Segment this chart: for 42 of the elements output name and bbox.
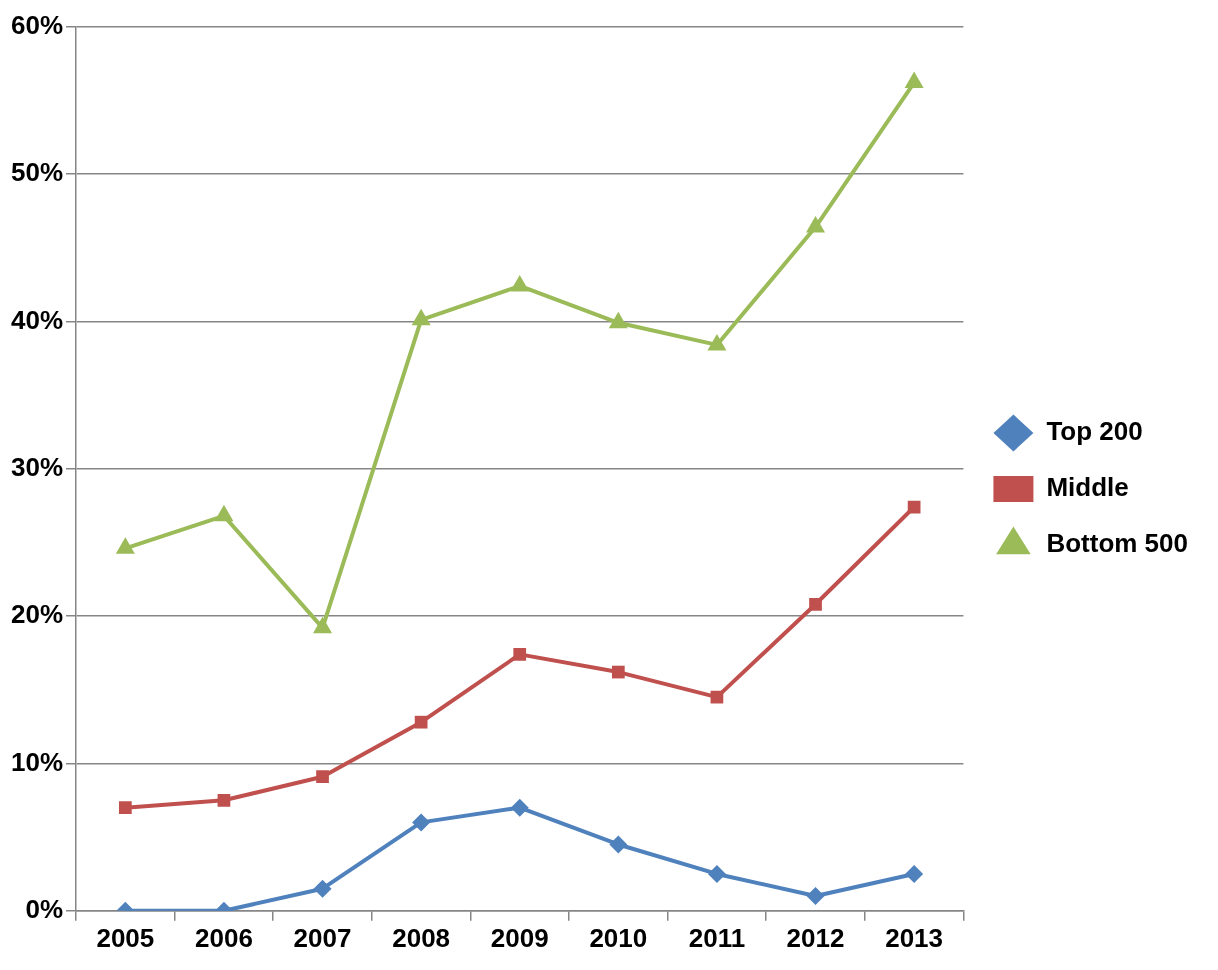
x-tick-label: 2008 — [392, 922, 451, 953]
point — [118, 801, 132, 815]
x-tick-label: 2007 — [293, 922, 352, 953]
point — [609, 835, 628, 854]
point — [313, 879, 332, 898]
point — [214, 504, 234, 522]
y-tick-label: 30% — [10, 451, 64, 482]
legend-label: Top 200 — [1046, 416, 1143, 447]
x-tick-label: 2012 — [786, 922, 845, 953]
x-tick-label: 2010 — [589, 922, 648, 953]
point — [806, 887, 825, 906]
x-tick-label: 2011 — [688, 922, 746, 953]
y-tick-label: 50% — [10, 157, 64, 188]
point — [316, 770, 329, 784]
point — [115, 537, 135, 554]
point — [707, 333, 727, 351]
y-tick-label: 40% — [10, 304, 64, 335]
point — [809, 597, 822, 611]
y-tick-label: 10% — [10, 746, 64, 777]
y-tick-label: 20% — [10, 599, 64, 630]
point — [217, 793, 231, 807]
legend-label: Middle — [1046, 472, 1129, 503]
point — [611, 665, 625, 679]
y-tick-label: 0% — [25, 893, 64, 924]
x-tick-label: 2005 — [96, 922, 155, 953]
point — [510, 274, 530, 292]
point — [412, 813, 431, 832]
x-tick-label: 2009 — [490, 922, 549, 953]
point — [313, 616, 333, 634]
x-tick-label: 2006 — [195, 922, 253, 953]
x-tick-label: 2013 — [885, 922, 944, 953]
point — [904, 71, 924, 89]
point — [608, 311, 628, 329]
legend-label: Bottom 500 — [1046, 528, 1188, 559]
point — [806, 216, 826, 233]
point — [510, 798, 529, 817]
point — [414, 715, 428, 729]
y-tick-label: 60% — [10, 9, 64, 40]
point — [513, 648, 527, 661]
point — [707, 864, 726, 883]
point — [411, 308, 431, 326]
point — [905, 864, 924, 883]
